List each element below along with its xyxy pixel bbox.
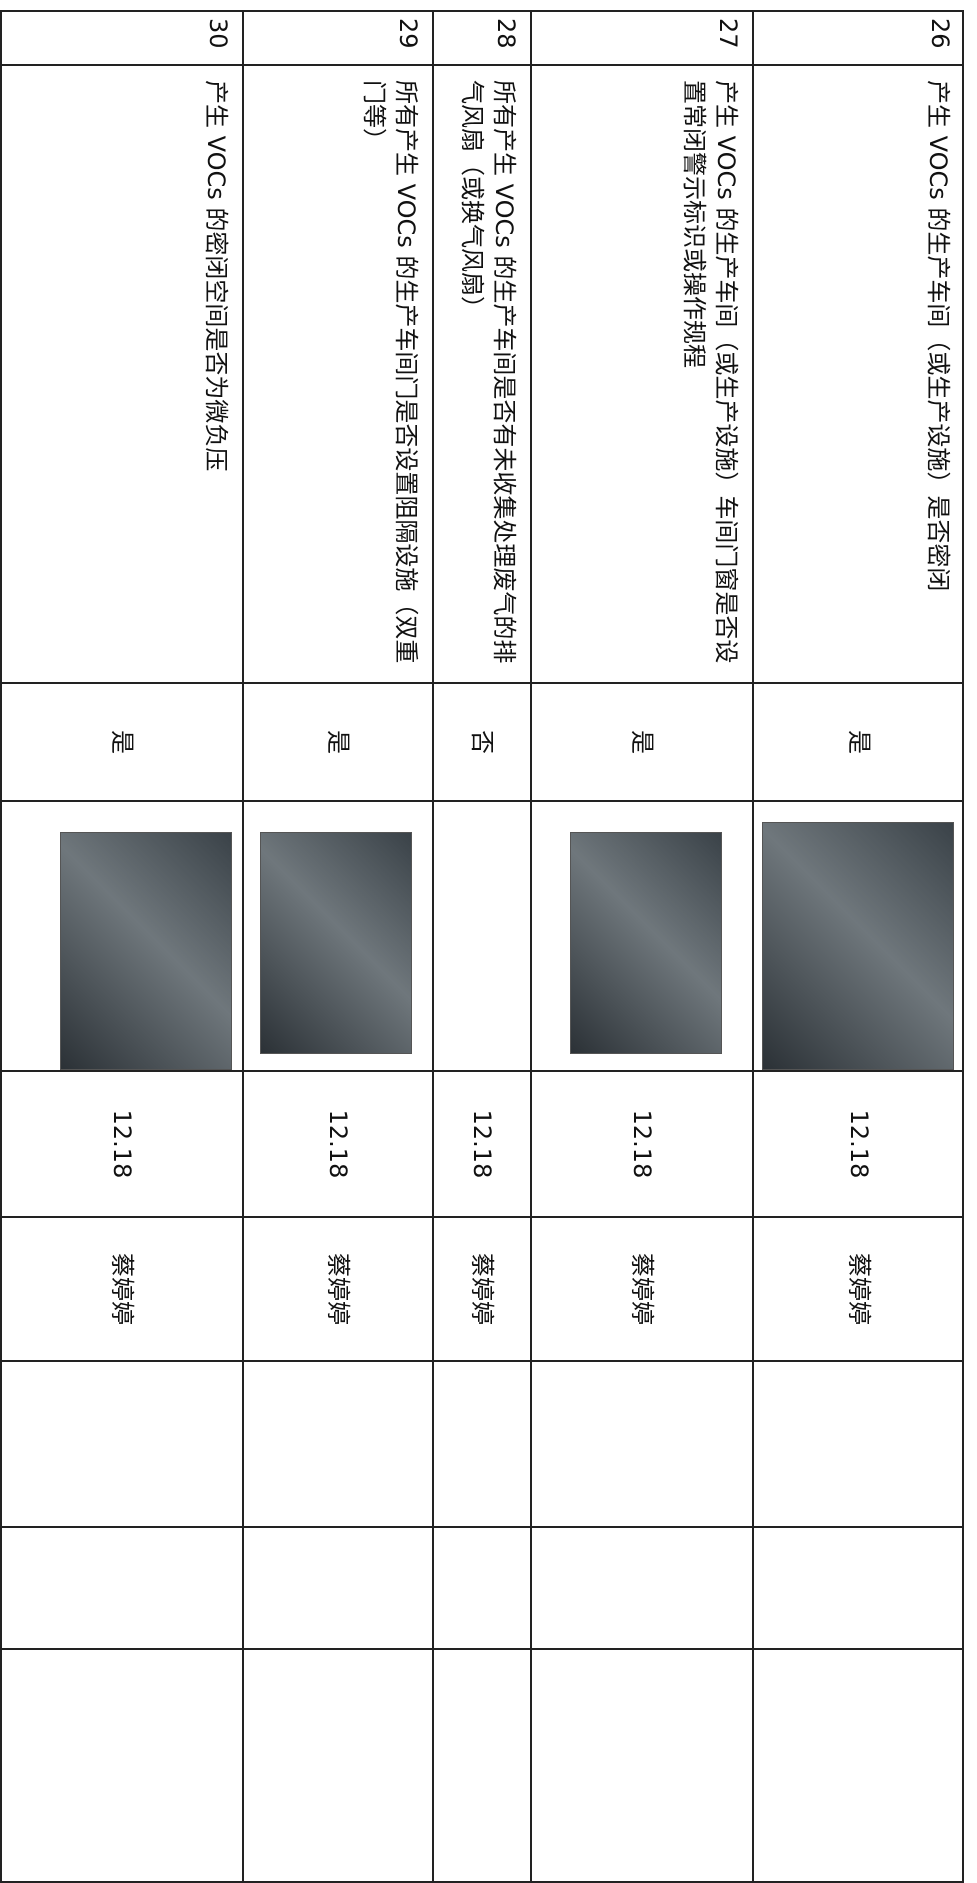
row-number: 27 xyxy=(530,10,752,66)
blank-cell xyxy=(432,1528,530,1650)
blank-cell xyxy=(530,1362,752,1528)
blank-cell xyxy=(752,1528,964,1650)
blank-cell xyxy=(432,1650,530,1883)
row-number: 26 xyxy=(752,10,964,66)
answer: 是 xyxy=(530,684,752,802)
blank-cell xyxy=(0,1528,242,1650)
blank-cell xyxy=(0,1362,242,1528)
blank-cell xyxy=(242,1362,432,1528)
answer: 是 xyxy=(0,684,242,802)
blank-cell xyxy=(242,1650,432,1883)
photo xyxy=(762,822,954,1070)
answer: 是 xyxy=(242,684,432,802)
photo xyxy=(260,832,412,1054)
date: 12.18 xyxy=(242,1072,432,1218)
photo-cell xyxy=(432,802,530,1072)
date: 12.18 xyxy=(0,1072,242,1218)
date: 12.18 xyxy=(752,1072,964,1218)
blank-cell xyxy=(242,1528,432,1650)
answer: 否 xyxy=(432,684,530,802)
date: 12.18 xyxy=(432,1072,530,1218)
check-item: 产生 VOCs 的密闭空间是否为微负压 xyxy=(0,66,242,684)
answer: 是 xyxy=(752,684,964,802)
row-number: 30 xyxy=(0,10,242,66)
check-item: 产生 VOCs 的生产车间（或生产设施）车间门窗是否设置常闭警示标识或操作规程 xyxy=(530,66,752,684)
blank-cell xyxy=(530,1650,752,1883)
row-number: 29 xyxy=(242,10,432,66)
check-item: 所有产生 VOCs 的生产车间门是否设置阻隔设施（双重门等） xyxy=(242,66,432,684)
inspector: 蔡婷婷 xyxy=(242,1218,432,1362)
photo xyxy=(60,832,232,1070)
inspector: 蔡婷婷 xyxy=(432,1218,530,1362)
inspector: 蔡婷婷 xyxy=(530,1218,752,1362)
blank-cell xyxy=(752,1650,964,1883)
inspector: 蔡婷婷 xyxy=(752,1218,964,1362)
inspector: 蔡婷婷 xyxy=(0,1218,242,1362)
check-item: 所有产生 VOCs 的生产车间是否有未收集处理废气的排气风扇（或换气风扇） xyxy=(432,66,530,684)
blank-cell xyxy=(0,1650,242,1883)
photo xyxy=(570,832,722,1054)
blank-cell xyxy=(432,1362,530,1528)
date: 12.18 xyxy=(530,1072,752,1218)
row-number: 28 xyxy=(432,10,530,66)
blank-cell xyxy=(752,1362,964,1528)
check-item: 产生 VOCs 的生产车间（或生产设施）是否密闭 xyxy=(752,66,964,684)
blank-cell xyxy=(530,1528,752,1650)
